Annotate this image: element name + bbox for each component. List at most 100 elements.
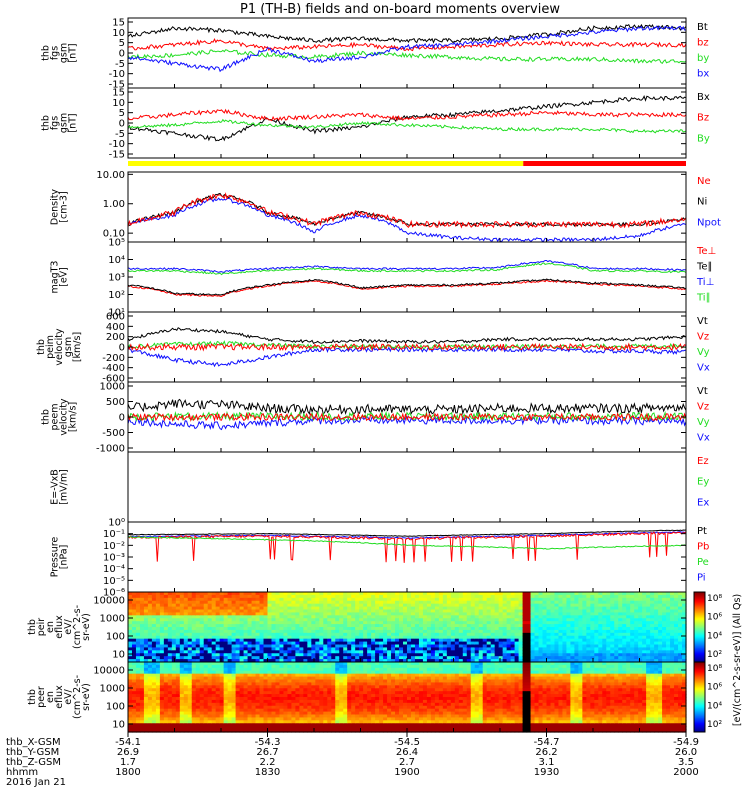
spec-cell <box>135 644 141 649</box>
spec-cell <box>255 641 261 646</box>
spec-cell <box>235 592 241 596</box>
spec-cell <box>195 726 201 730</box>
spec-cell <box>399 592 404 596</box>
spec-cell <box>650 635 655 640</box>
spec-cell <box>446 638 452 643</box>
spec-cell <box>143 621 149 625</box>
spec-cell <box>450 603 456 608</box>
spec-cell <box>275 653 281 657</box>
spec-cell <box>454 618 460 622</box>
spec-cell <box>610 621 615 625</box>
spec-cell <box>654 597 659 602</box>
spec-cell <box>128 697 133 701</box>
spec-cell <box>319 618 324 622</box>
y-axis-label: gsm <box>59 43 70 63</box>
spec-cell <box>446 600 452 605</box>
spec-cell <box>219 594 225 599</box>
spec-cell <box>219 647 225 651</box>
spec-cell <box>187 667 193 672</box>
spec-cell <box>530 606 536 611</box>
spec-cell <box>219 702 225 707</box>
spec-cell <box>203 594 209 599</box>
spec-cell <box>243 726 249 730</box>
spec-cell <box>562 594 568 599</box>
spec-cell <box>219 699 225 704</box>
spec-cell <box>195 650 201 654</box>
spec-cell <box>231 609 237 614</box>
spec-cell <box>311 688 316 692</box>
spec-cell <box>642 600 647 605</box>
spec-cell <box>642 624 647 628</box>
spec-cell <box>371 629 376 634</box>
spec-cell <box>147 729 153 733</box>
spec-cell <box>323 676 328 681</box>
spec-cell <box>151 629 157 634</box>
spec-cell <box>243 688 249 692</box>
spec-cell <box>546 603 552 608</box>
spec-cell <box>151 694 157 698</box>
spec-cell <box>450 641 456 646</box>
spec-cell <box>379 606 384 611</box>
spec-cell <box>267 702 273 707</box>
spec-cell <box>618 597 623 602</box>
spec-cell <box>650 609 655 614</box>
spec-cell <box>271 673 277 678</box>
spec-cell <box>275 723 281 727</box>
spec-cell <box>207 603 213 608</box>
spec-cell <box>231 621 237 625</box>
spec-cell <box>594 659 599 663</box>
spec-cell <box>339 621 344 625</box>
spec-cell <box>522 632 528 637</box>
spec-cell <box>207 656 213 660</box>
spec-cell <box>654 627 659 631</box>
spec-cell <box>307 676 312 681</box>
spec-cell <box>395 632 400 637</box>
spec-cell <box>319 676 324 681</box>
spec-cell <box>175 699 181 704</box>
spec-cell <box>594 621 599 625</box>
spec-cell <box>211 691 217 695</box>
spec-cell <box>291 726 296 730</box>
spec-cell <box>291 729 296 733</box>
spec-cell <box>638 644 643 649</box>
spec-cell <box>323 708 328 713</box>
y-tick-label: 10⁻⁶ <box>103 588 125 599</box>
spec-cell <box>458 632 464 637</box>
spec-cell <box>291 597 296 602</box>
spec-cell <box>542 621 548 625</box>
spec-cell <box>155 685 161 689</box>
spec-cell <box>630 650 635 654</box>
spec-cell <box>267 670 273 675</box>
spec-cell <box>283 632 289 637</box>
spec-cell <box>299 621 304 625</box>
spec-cell <box>391 638 396 643</box>
spec-cell <box>534 603 540 608</box>
spec-cell <box>502 609 508 614</box>
spec-cell <box>566 603 572 608</box>
spec-cell <box>147 641 153 646</box>
spec-cell <box>283 612 289 616</box>
spec-cell <box>538 606 544 611</box>
spec-cell <box>251 682 257 686</box>
spec-cell <box>143 612 149 616</box>
spec-cell <box>598 632 603 637</box>
spec-cell <box>367 618 372 622</box>
spec-cell <box>131 659 137 663</box>
spec-cell <box>562 647 568 651</box>
spec-cell <box>395 603 400 608</box>
legend-fgs_gsm-0: Bt <box>697 22 708 33</box>
spec-cell <box>494 659 500 663</box>
spec-cell <box>650 647 655 651</box>
spec-cell <box>175 662 181 666</box>
spec-cell <box>207 697 213 701</box>
spec-cell <box>582 629 587 634</box>
y-axis-label: fgs <box>50 46 61 60</box>
spec-cell <box>143 650 149 654</box>
spec-cell <box>235 705 241 710</box>
spec-cell <box>614 638 619 643</box>
spec-cell <box>195 688 201 692</box>
spec-cell <box>510 594 516 599</box>
spec-cell <box>578 592 583 596</box>
spec-cell <box>203 635 209 640</box>
spec-cell <box>271 597 277 602</box>
